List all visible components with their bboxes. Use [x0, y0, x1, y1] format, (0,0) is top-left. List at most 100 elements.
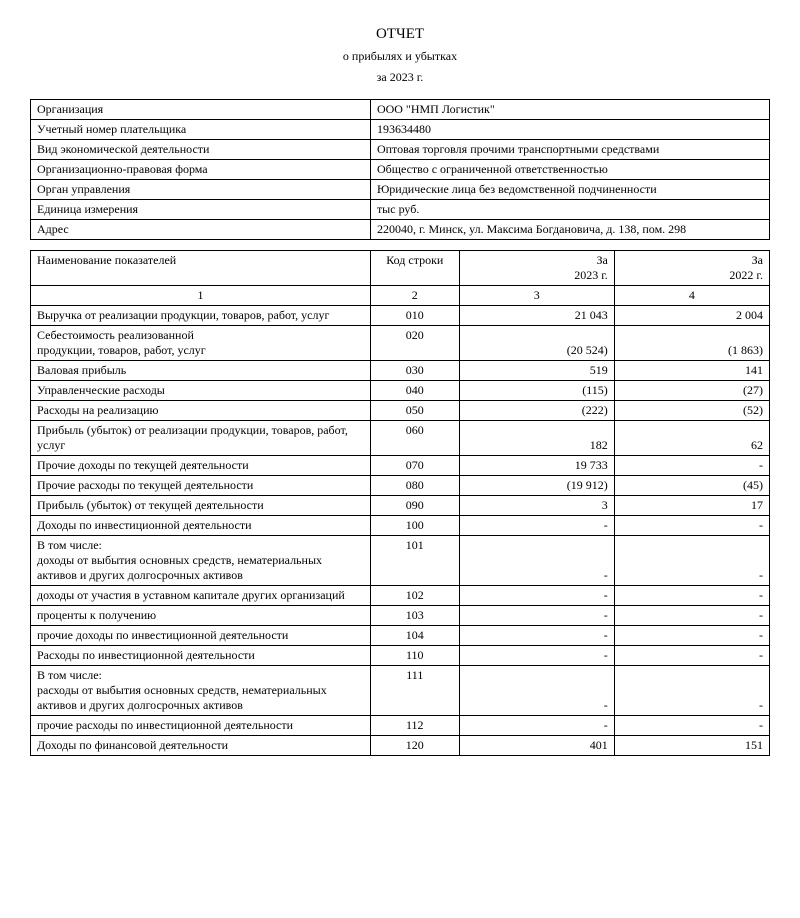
row-value-current: - [459, 586, 614, 606]
row-value-prev: 151 [614, 736, 769, 756]
row-code: 040 [370, 381, 459, 401]
row-value-current: - [459, 606, 614, 626]
row-code: 102 [370, 586, 459, 606]
row-value-current: (20 524) [459, 326, 614, 361]
org-meta-table: ОрганизацияООО "НМП Логистик"Учетный ном… [30, 99, 770, 240]
table-row: Выручка от реализации продукции, товаров… [31, 306, 770, 326]
meta-row: Организационно-правовая формаОбщество с … [31, 160, 770, 180]
row-code: 120 [370, 736, 459, 756]
row-value-prev: - [614, 606, 769, 626]
row-value-prev: - [614, 666, 769, 716]
row-value-prev: 2 004 [614, 306, 769, 326]
row-code: 104 [370, 626, 459, 646]
table-row: прочие доходы по инвестиционной деятельн… [31, 626, 770, 646]
row-value-current: - [459, 646, 614, 666]
meta-value: Общество с ограниченной ответственностью [370, 160, 769, 180]
report-title-block: ОТЧЕТ о прибылях и убытках за 2023 г. [30, 26, 770, 85]
meta-value: Юридические лица без ведомственной подчи… [370, 180, 769, 200]
meta-label: Учетный номер плательщика [31, 120, 371, 140]
table-row: В том числе:доходы от выбытия основных с… [31, 536, 770, 586]
row-value-prev: (1 863) [614, 326, 769, 361]
row-name: В том числе:расходы от выбытия основных … [31, 666, 371, 716]
row-code: 103 [370, 606, 459, 626]
row-value-current: 401 [459, 736, 614, 756]
row-value-prev: - [614, 646, 769, 666]
row-name: Выручка от реализации продукции, товаров… [31, 306, 371, 326]
meta-value: ООО "НМП Логистик" [370, 100, 769, 120]
row-code: 111 [370, 666, 459, 716]
meta-label: Организация [31, 100, 371, 120]
meta-value: тыс руб. [370, 200, 769, 220]
row-name: Доходы по финансовой деятельности [31, 736, 371, 756]
row-name: доходы от участия в уставном капитале др… [31, 586, 371, 606]
row-value-current: (115) [459, 381, 614, 401]
row-name: прочие доходы по инвестиционной деятельн… [31, 626, 371, 646]
table-row: Прочие доходы по текущей деятельности070… [31, 456, 770, 476]
row-name: Прочие расходы по текущей деятельности [31, 476, 371, 496]
meta-row: Единица измерениятыс руб. [31, 200, 770, 220]
meta-label: Адрес [31, 220, 371, 240]
report-subtitle: о прибылях и убытках [30, 49, 770, 64]
row-value-current: - [459, 716, 614, 736]
colnum-1: 1 [31, 286, 371, 306]
row-name: Расходы на реализацию [31, 401, 371, 421]
row-value-current: (19 912) [459, 476, 614, 496]
meta-row: Вид экономической деятельностиОптовая то… [31, 140, 770, 160]
row-value-current: 519 [459, 361, 614, 381]
row-code: 090 [370, 496, 459, 516]
table-row: Расходы на реализацию050(222)(52) [31, 401, 770, 421]
row-value-current: 182 [459, 421, 614, 456]
row-name: Прибыль (убыток) от реализации продукции… [31, 421, 371, 456]
row-name: Себестоимость реализованной продукции, т… [31, 326, 371, 361]
row-code: 112 [370, 716, 459, 736]
meta-value: 193634480 [370, 120, 769, 140]
row-code: 070 [370, 456, 459, 476]
row-value-current: 19 733 [459, 456, 614, 476]
row-code: 050 [370, 401, 459, 421]
row-value-prev: (27) [614, 381, 769, 401]
hdr-year-current: За2023 г. [459, 251, 614, 286]
meta-row: Учетный номер плательщика193634480 [31, 120, 770, 140]
meta-label: Единица измерения [31, 200, 371, 220]
table-row: Себестоимость реализованной продукции, т… [31, 326, 770, 361]
row-value-prev: - [614, 716, 769, 736]
meta-row: Адрес220040, г. Минск, ул. Максима Богда… [31, 220, 770, 240]
meta-value: Оптовая торговля прочими транспортными с… [370, 140, 769, 160]
row-value-current: 3 [459, 496, 614, 516]
row-value-prev: - [614, 586, 769, 606]
row-value-prev: 17 [614, 496, 769, 516]
row-name: В том числе:доходы от выбытия основных с… [31, 536, 371, 586]
report-title: ОТЧЕТ [30, 26, 770, 43]
table-row: доходы от участия в уставном капитале др… [31, 586, 770, 606]
row-value-prev: - [614, 536, 769, 586]
row-name: прочие расходы по инвестиционной деятель… [31, 716, 371, 736]
row-code: 060 [370, 421, 459, 456]
row-code: 010 [370, 306, 459, 326]
hdr-code: Код строки [370, 251, 459, 286]
hdr-name: Наименование показателей [31, 251, 371, 286]
table-row: проценты к получению103-- [31, 606, 770, 626]
row-value-prev: (45) [614, 476, 769, 496]
row-code: 080 [370, 476, 459, 496]
row-value-current: 21 043 [459, 306, 614, 326]
row-name: Прочие доходы по текущей деятельности [31, 456, 371, 476]
table-row: Управленческие расходы040(115)(27) [31, 381, 770, 401]
table-row: Расходы по инвестиционной деятельности11… [31, 646, 770, 666]
row-value-prev: (52) [614, 401, 769, 421]
row-value-prev: - [614, 516, 769, 536]
meta-row: ОрганизацияООО "НМП Логистик" [31, 100, 770, 120]
row-value-current: (222) [459, 401, 614, 421]
meta-label: Вид экономической деятельности [31, 140, 371, 160]
colnum-3: 3 [459, 286, 614, 306]
table-row: прочие расходы по инвестиционной деятель… [31, 716, 770, 736]
row-value-prev: 141 [614, 361, 769, 381]
row-code: 110 [370, 646, 459, 666]
meta-label: Организационно-правовая форма [31, 160, 371, 180]
column-number-row: 1 2 3 4 [31, 286, 770, 306]
table-row: Доходы по инвестиционной деятельности100… [31, 516, 770, 536]
pl-data-table: Наименование показателей Код строки За20… [30, 250, 770, 756]
row-value-current: - [459, 666, 614, 716]
row-value-prev: - [614, 626, 769, 646]
table-row: Прибыль (убыток) от реализации продукции… [31, 421, 770, 456]
row-value-current: - [459, 626, 614, 646]
